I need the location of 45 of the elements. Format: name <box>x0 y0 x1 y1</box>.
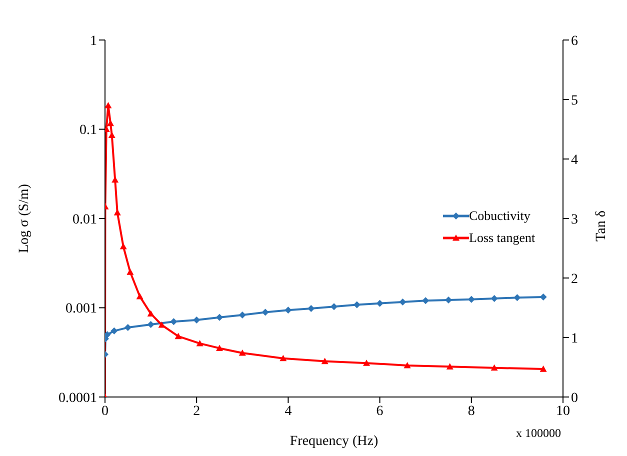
y-tick-label: 0.0001 <box>58 390 97 406</box>
point <box>110 327 118 334</box>
y-tick-label: 0.01 <box>72 212 97 228</box>
y-tick-label: 0.1 <box>80 123 97 138</box>
y-tick-label: 1 <box>90 34 97 49</box>
legend-label: Loss tangent <box>469 230 536 246</box>
y2-axis-title: Tan δ <box>594 210 610 242</box>
point <box>105 331 111 338</box>
point <box>376 300 384 307</box>
y2-tick-label: 2 <box>571 272 578 287</box>
point <box>422 297 430 304</box>
x-tick-label: 10 <box>556 404 570 419</box>
point <box>147 320 154 328</box>
text: x 100000 <box>516 426 561 441</box>
y2-tick-label: 4 <box>571 152 578 168</box>
point <box>308 305 315 312</box>
point <box>540 293 547 300</box>
point <box>330 303 338 310</box>
x-tick-label: 4 <box>284 404 292 419</box>
y2-tick-label: 3 <box>571 212 578 228</box>
point <box>193 316 200 324</box>
y2-tick-label: 1 <box>571 331 578 346</box>
point <box>124 324 132 332</box>
point <box>490 294 498 302</box>
point <box>445 296 452 304</box>
point <box>514 294 521 302</box>
y2-tick-label: 5 <box>571 93 578 108</box>
x-tick-label: 0 <box>102 404 108 419</box>
point <box>170 318 178 326</box>
legend-label: Cobuctivity <box>469 208 530 224</box>
y2-tick-label: 6 <box>571 34 578 49</box>
point <box>399 298 406 306</box>
x-tick-label: 8 <box>468 404 475 419</box>
x-tick-label: 2 <box>193 404 200 419</box>
point <box>262 308 269 316</box>
x-axis-title: Frequency (Hz) <box>290 434 378 449</box>
x-tick-label: 6 <box>376 404 384 419</box>
point <box>216 314 223 321</box>
point <box>468 296 475 303</box>
y-axis-title: Log σ (S/m) <box>16 184 32 253</box>
y2-tick-label: 0 <box>571 390 578 406</box>
point <box>238 311 246 318</box>
point <box>284 306 292 314</box>
point <box>353 301 360 308</box>
y-tick-label: 0.001 <box>66 302 97 317</box>
